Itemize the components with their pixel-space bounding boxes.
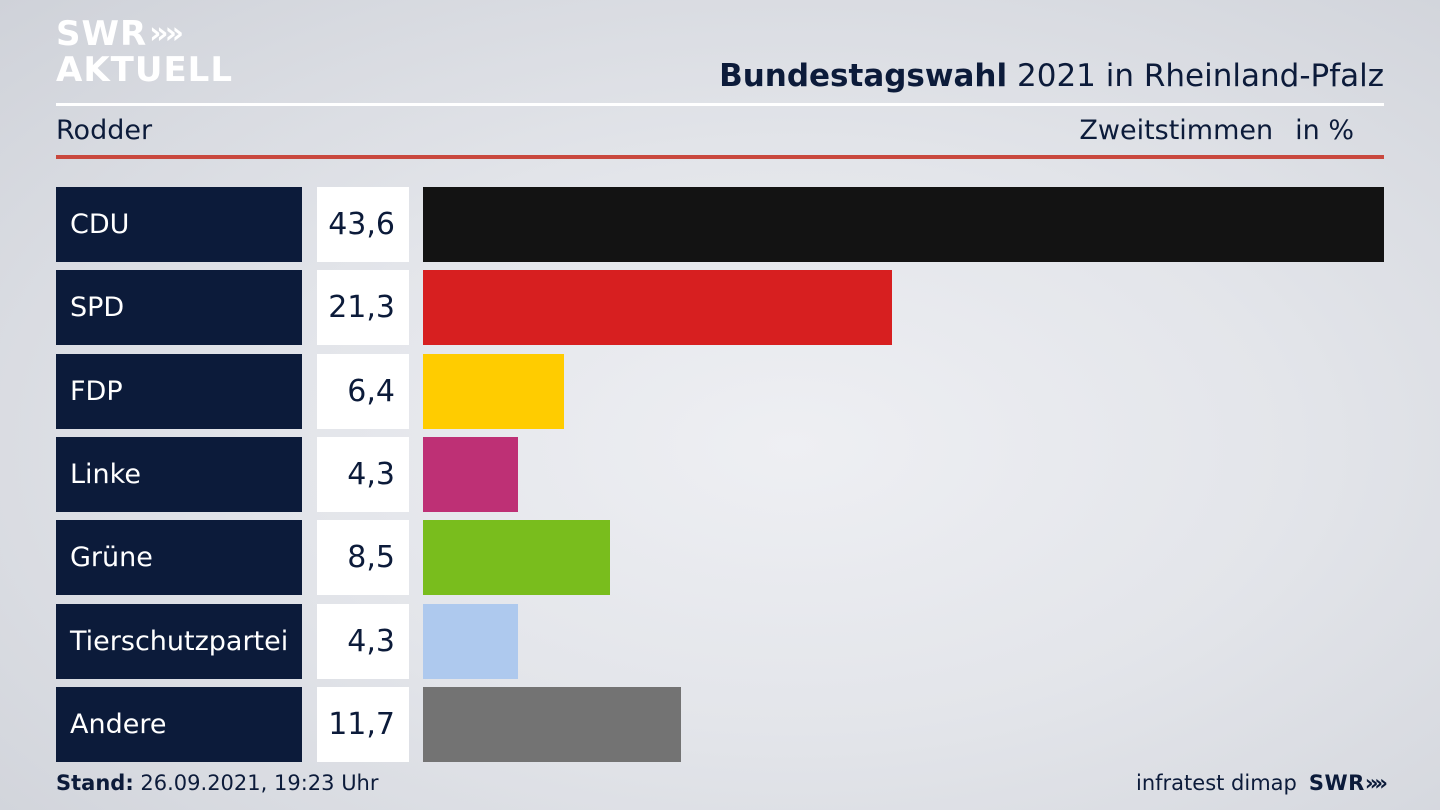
party-label: Grüne: [56, 520, 302, 595]
party-label: Linke: [56, 437, 302, 512]
bar-row: Linke 4,3: [56, 437, 1384, 512]
metric-label: Zweitstimmen in %: [1079, 115, 1354, 146]
bar: [423, 604, 518, 679]
party-label: FDP: [56, 354, 302, 429]
logo-line1: SWR: [56, 14, 148, 54]
party-label: SPD: [56, 270, 302, 345]
region-label: Rodder: [56, 115, 153, 146]
metric-name: Zweitstimmen: [1079, 115, 1274, 146]
bar: [423, 520, 610, 595]
brand-chevron-icon: »: [1364, 771, 1378, 795]
party-label: Andere: [56, 687, 302, 762]
source-label: infratest dimap: [1136, 771, 1297, 795]
value-label: 8,5: [317, 520, 409, 595]
accent-divider: [56, 155, 1384, 159]
value-label: 11,7: [317, 687, 409, 762]
bar-row: Andere 11,7: [56, 687, 1384, 762]
bar: [423, 437, 518, 512]
bar-row: Grüne 8,5: [56, 520, 1384, 595]
metric-unit: in %: [1295, 115, 1354, 146]
chart-title-bold: Bundestagswahl: [719, 58, 1008, 94]
logo-line2: AKTUELL: [56, 50, 234, 90]
timestamp-label: Stand:: [56, 771, 134, 795]
chart-title: Bundestagswahl 2021 in Rheinland-Pfalz: [719, 58, 1384, 94]
source-credit: infratest dimap SWR»»: [1136, 771, 1388, 795]
party-label: CDU: [56, 187, 302, 262]
header-divider: [56, 103, 1384, 106]
value-label: 21,3: [317, 270, 409, 345]
bar: [423, 687, 681, 762]
timestamp-value: 26.09.2021, 19:23 Uhr: [140, 771, 379, 795]
bar: [423, 187, 1384, 262]
chart-title-rest: 2021 in Rheinland-Pfalz: [1017, 58, 1384, 94]
bar-row: Tierschutzpartei 4,3: [56, 604, 1384, 679]
timestamp: Stand: 26.09.2021, 19:23 Uhr: [56, 771, 379, 795]
value-label: 4,3: [317, 437, 409, 512]
bar-row: FDP 6,4: [56, 354, 1384, 429]
swr-brand-logo: SWR»»: [1308, 771, 1388, 795]
bar-row: SPD 21,3: [56, 270, 1384, 345]
party-label: Tierschutzpartei: [56, 604, 302, 679]
value-label: 43,6: [317, 187, 409, 262]
value-label: 4,3: [317, 604, 409, 679]
bar-row: CDU 43,6: [56, 187, 1384, 262]
brand-text: SWR: [1308, 771, 1365, 795]
brand-chevron-icon-2: »: [1374, 771, 1387, 795]
swr-aktuell-logo: SWR»» AKTUELL: [56, 16, 233, 88]
bar: [423, 270, 892, 345]
bar: [423, 354, 564, 429]
value-label: 6,4: [317, 354, 409, 429]
